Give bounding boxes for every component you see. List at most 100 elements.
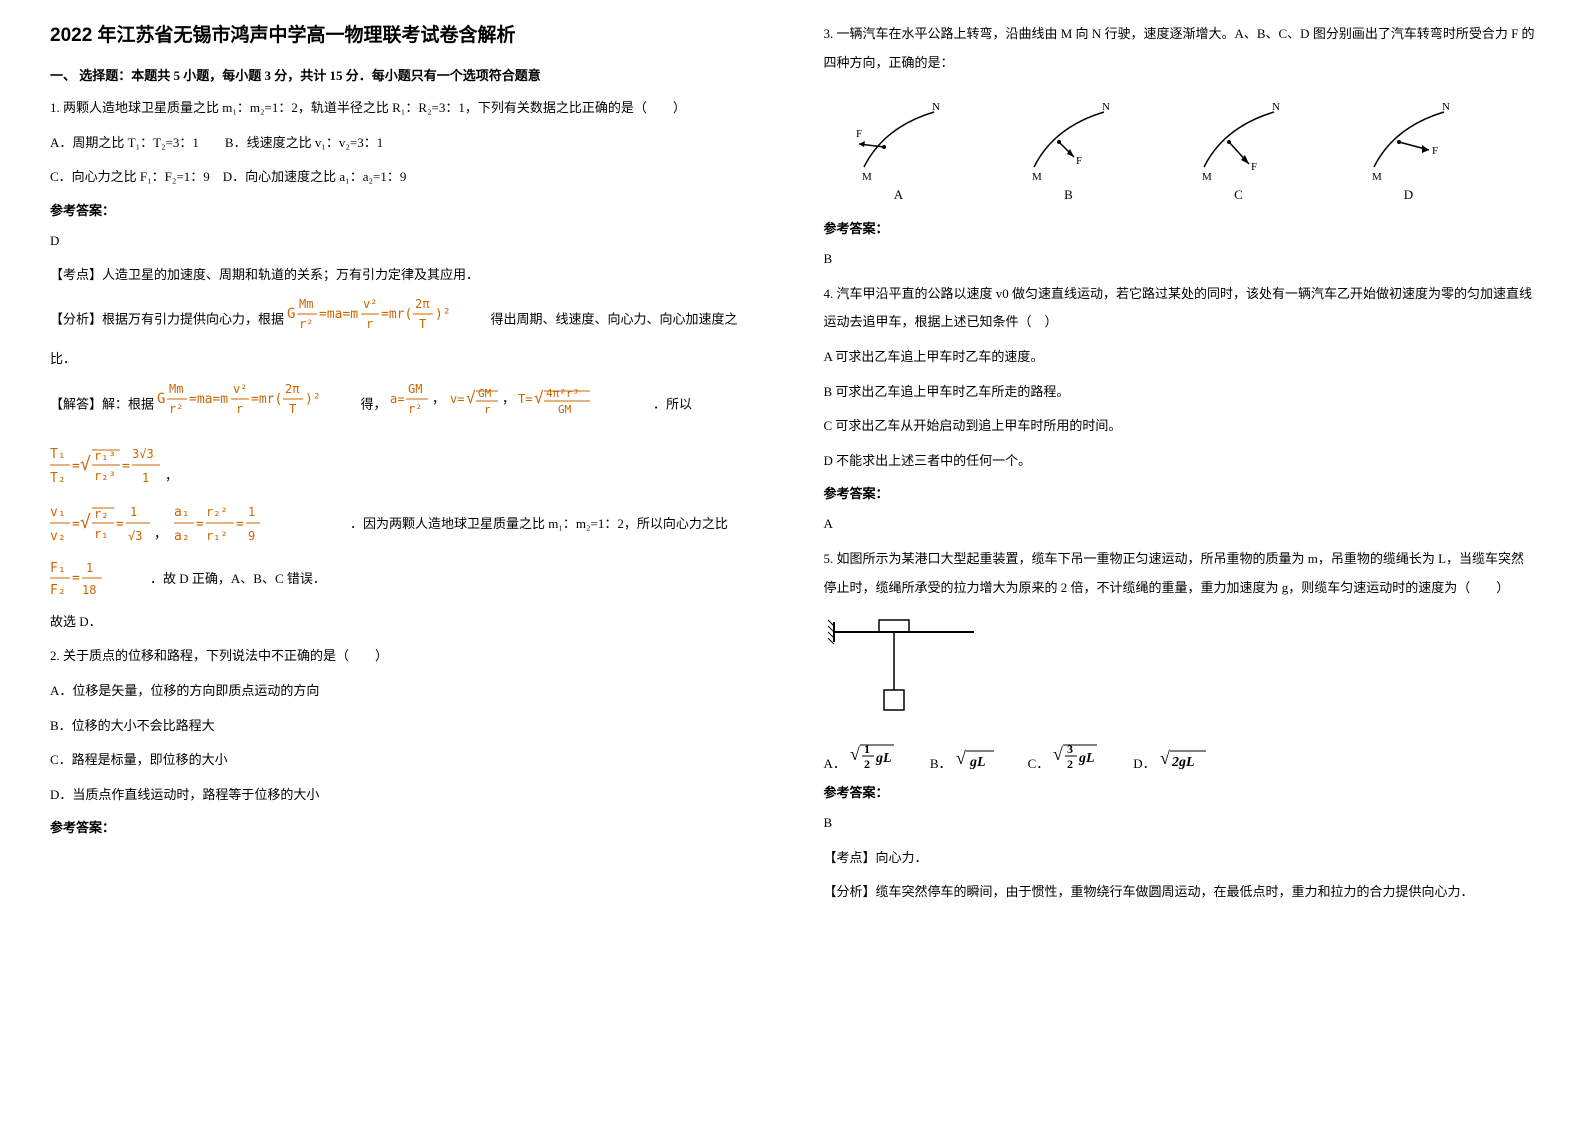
svg-text:r²: r²: [299, 317, 313, 331]
q5-fenxi: 【分析】缆车突然停车的瞬间，由于惯性，重物绕行车做圆周运动，在最低点时，重力和拉…: [824, 878, 1538, 907]
svg-text:M: M: [1202, 171, 1212, 182]
q1-stem: 1. 两颗人造地球卫星质量之比 m₁：m₂=1：2，轨道半径之比 R₁：R₂=3…: [50, 94, 764, 123]
svg-text:，: ，: [165, 469, 178, 484]
svg-text:M: M: [862, 171, 872, 182]
diagram-d: N M F D: [1354, 92, 1464, 203]
diagram-a: N M F A: [844, 92, 954, 203]
svg-text:=mr(: =mr(: [381, 307, 412, 322]
q5-optc-label: C．: [1028, 753, 1050, 772]
q1-jieda: 【解答】解：根据 G Mm r² =ma=m v² r =mr( 2π T )²…: [50, 379, 764, 432]
svg-text:N: N: [1442, 101, 1450, 113]
svg-text:1: 1: [130, 505, 137, 519]
svg-text:r²: r²: [169, 402, 183, 416]
svg-text:√: √: [850, 744, 860, 764]
svg-text:F: F: [1251, 161, 1257, 173]
svg-text:r₁³: r₁³: [94, 449, 116, 463]
svg-text:r: r: [366, 317, 373, 331]
formula-gravity-2: G Mm r² =ma=m v² r =mr( 2π T )²: [157, 381, 357, 430]
svg-text:GM: GM: [478, 387, 492, 400]
q5-optb-label: B．: [930, 753, 952, 772]
svg-text:G: G: [287, 306, 295, 322]
q4-optb: B 可求出乙车追上甲车时乙车所走的路程。: [824, 378, 1538, 407]
formula-t-ratio: T₁ T₂ = √ r₁³ r₂³ = 3√3 1 ，: [50, 440, 764, 490]
diagram-c: N M F C: [1184, 92, 1294, 203]
svg-text:r₂: r₂: [94, 507, 108, 521]
diagram-d-label: D: [1404, 187, 1413, 203]
q1-gu: ．故 D 正确，A、B、C 错误．: [150, 568, 326, 587]
svg-text:18: 18: [82, 583, 96, 597]
formula-f-ratio: F₁ F₂ = 1 18 ．故 D 正确，A、B、C 错误．: [50, 556, 764, 600]
svg-text:=: =: [72, 459, 80, 474]
svg-text:M: M: [1032, 171, 1042, 182]
svg-text:v²: v²: [363, 297, 377, 311]
q1-jieda-pre: 【解答】解：根据: [50, 396, 154, 411]
svg-text:=ma=m: =ma=m: [319, 307, 358, 322]
svg-text:2gL: 2gL: [1171, 755, 1195, 770]
svg-text:GM: GM: [558, 403, 572, 416]
svg-text:N: N: [1272, 101, 1280, 113]
q5-opta-label: A．: [824, 753, 846, 772]
svg-text:√: √: [534, 388, 544, 407]
svg-text:1: 1: [248, 505, 255, 519]
svg-text:1: 1: [864, 742, 870, 756]
formula-gravity-1: G Mm r² =ma=m v² r =mr( 2π T )²: [287, 296, 487, 345]
diagram-a-label: A: [894, 187, 903, 203]
svg-text:2: 2: [1067, 757, 1073, 771]
svg-text:T₂: T₂: [50, 471, 66, 486]
svg-text:4π²r³: 4π²r³: [546, 387, 579, 400]
svg-text:G: G: [157, 391, 165, 407]
svg-text:√: √: [80, 454, 91, 475]
svg-text:r₁²: r₁²: [206, 529, 228, 543]
q2-answer-label: 参考答案：: [50, 817, 764, 836]
svg-text:F: F: [856, 128, 862, 140]
svg-text:√: √: [1160, 748, 1170, 768]
section-1-header: 一、 选择题：本题共 5 小题，每小题 3 分，共计 15 分．每小题只有一个选…: [50, 65, 764, 84]
svg-text:Mm: Mm: [299, 297, 313, 311]
q5-answer-label: 参考答案：: [824, 782, 1538, 801]
svg-text:N: N: [1102, 101, 1110, 113]
q5-optc: C． √ 3 2 gL: [1028, 736, 1104, 772]
q1-kaodian: 【考点】人造卫星的加速度、周期和轨道的关系；万有引力定律及其应用．: [50, 261, 764, 290]
svg-text:=: =: [196, 517, 204, 532]
q4-answer-label: 参考答案：: [824, 483, 1538, 502]
svg-text:M: M: [1372, 171, 1382, 182]
svg-text:gL: gL: [875, 751, 892, 766]
q1-options-ab: A．周期之比 T₁：T₂=3：1 B．线速度之比 v₁：v₂=3：1: [50, 129, 764, 158]
formula-v-a-ratio: v₁ v₂ = √ r₂ r₁ = 1 √3 ， a₁ a₂ = r₂² r₁²…: [50, 498, 764, 548]
svg-text:=: =: [72, 571, 80, 586]
svg-text:T: T: [289, 402, 296, 416]
svg-text:2: 2: [864, 757, 870, 771]
svg-text:=: =: [236, 517, 244, 532]
svg-text:)²: )²: [435, 307, 451, 322]
q4-opta: A 可求出乙车追上甲车时乙车的速度。: [824, 343, 1538, 372]
svg-text:F₁: F₁: [50, 561, 66, 576]
svg-text:=mr(: =mr(: [251, 392, 282, 407]
exam-title: 2022 年江苏省无锡市鸿声中学高一物理联考试卷含解析: [50, 20, 764, 47]
svg-text:a=: a=: [390, 392, 404, 406]
svg-text:=ma=m: =ma=m: [189, 392, 228, 407]
svg-text:T=: T=: [518, 392, 532, 406]
svg-text:3√3: 3√3: [132, 447, 154, 461]
q1-guxuan: 故选 D．: [50, 608, 764, 637]
svg-text:F: F: [1432, 145, 1438, 157]
svg-text:，: ，: [432, 392, 445, 407]
svg-text:=: =: [116, 517, 124, 532]
svg-text:2π: 2π: [285, 382, 299, 396]
q5-kaodian: 【考点】向心力．: [824, 844, 1538, 873]
q3-answer-label: 参考答案：: [824, 218, 1538, 237]
svg-text:gL: gL: [1078, 751, 1095, 766]
q1-jieda-mid: 得，: [361, 396, 387, 411]
svg-text:T₁: T₁: [50, 447, 66, 462]
svg-text:1: 1: [142, 471, 149, 485]
svg-text:v₂: v₂: [50, 529, 66, 544]
q3-answer: B: [824, 245, 1538, 274]
svg-text:1: 1: [86, 561, 93, 575]
q5-stem: 5. 如图所示为某港口大型起重装置，缆车下吊一重物正匀速运动，所吊重物的质量为 …: [824, 545, 1538, 602]
svg-text:√: √: [80, 512, 91, 533]
svg-text:)²: )²: [305, 392, 321, 407]
q1-answer-label: 参考答案：: [50, 200, 764, 219]
q5-optd: D． √ 2gL: [1133, 744, 1209, 772]
diagram-c-label: C: [1234, 187, 1243, 203]
svg-text:=: =: [122, 459, 130, 474]
svg-text:GM: GM: [408, 382, 422, 396]
